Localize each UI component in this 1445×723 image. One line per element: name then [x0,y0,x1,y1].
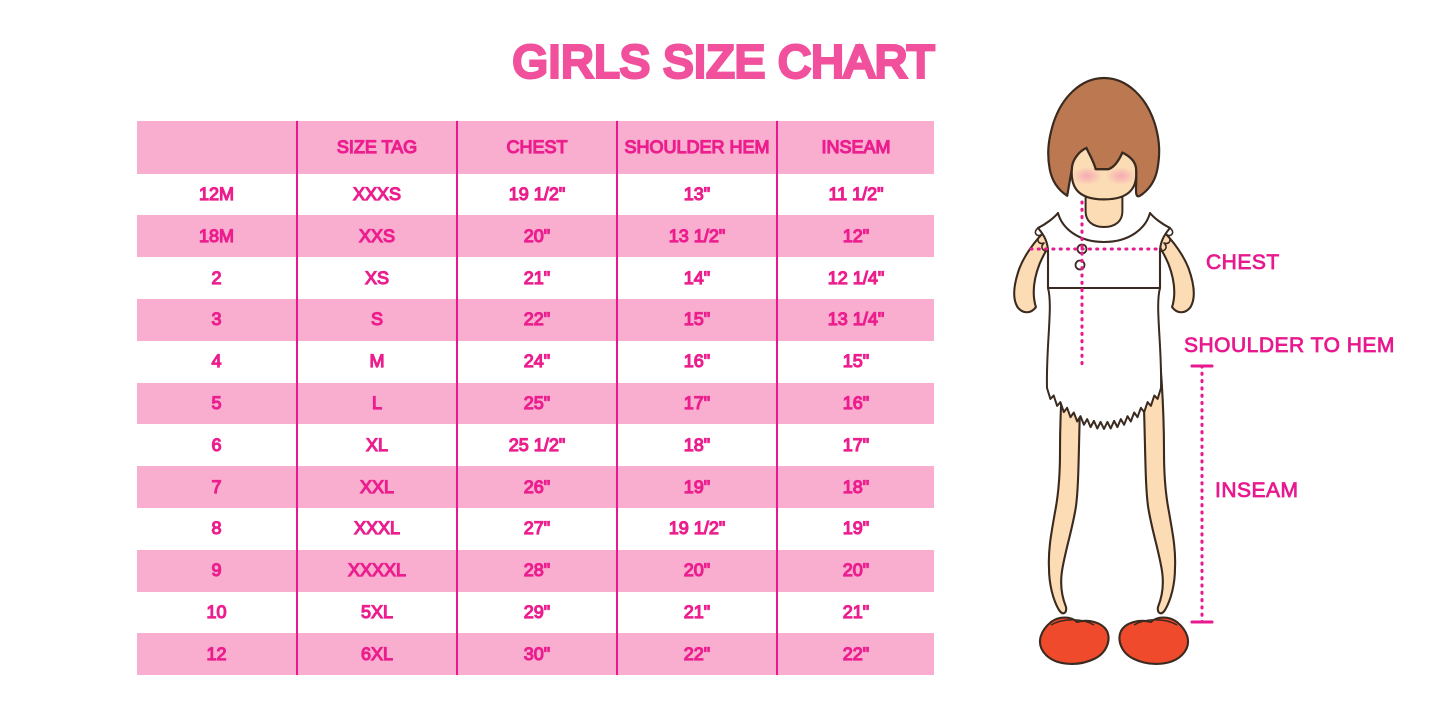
svg-text:CHEST: CHEST [1206,251,1280,274]
svg-text:INSEAM: INSEAM [1215,479,1299,502]
svg-text:SHOULDER TO HEM: SHOULDER TO HEM [1184,334,1395,357]
